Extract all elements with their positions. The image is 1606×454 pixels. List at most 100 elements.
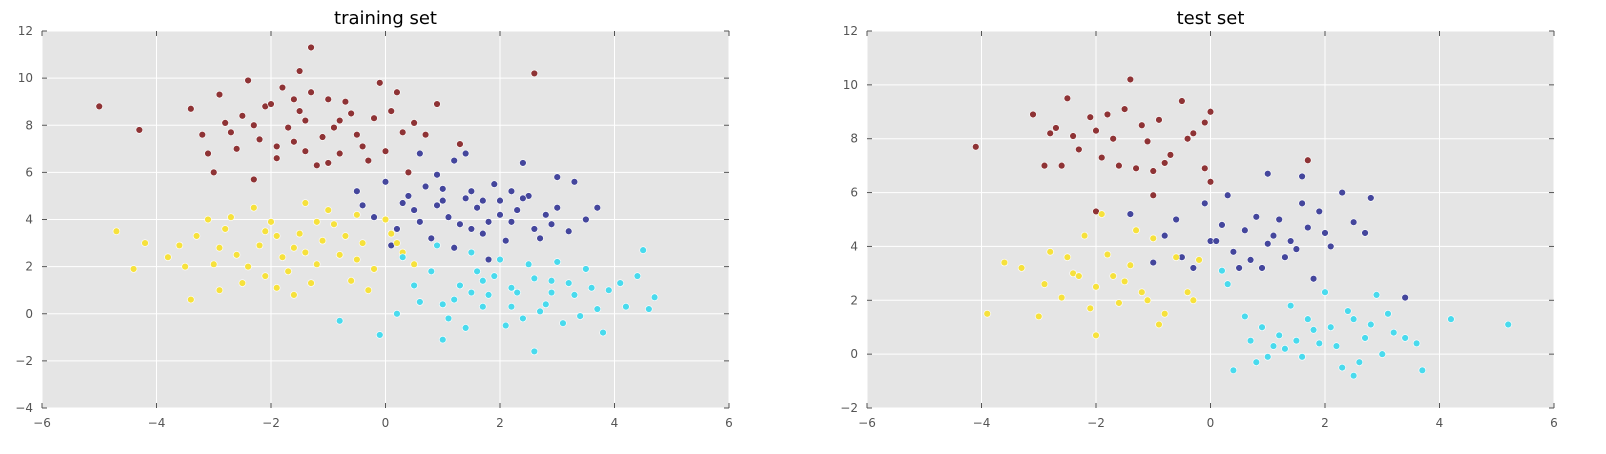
data-point <box>576 312 584 320</box>
data-point <box>1092 126 1100 135</box>
data-point <box>341 232 350 240</box>
data-point <box>324 206 332 214</box>
data-point <box>1069 132 1077 140</box>
data-point <box>95 102 103 111</box>
data-point <box>393 225 401 233</box>
data-point <box>427 267 435 276</box>
data-point <box>1080 231 1089 240</box>
data-point <box>398 199 407 207</box>
data-point <box>1378 350 1386 358</box>
data-point <box>1252 358 1261 366</box>
data-point <box>358 142 367 151</box>
data-point <box>1098 210 1106 218</box>
data-point <box>1258 264 1266 272</box>
data-point <box>364 156 373 165</box>
data-point <box>267 100 275 108</box>
data-point <box>1189 264 1198 272</box>
data-point <box>204 215 212 224</box>
data-point <box>290 95 298 104</box>
data-point <box>1017 264 1026 272</box>
data-point <box>972 143 980 151</box>
chart-title: test set <box>1177 8 1245 29</box>
data-point <box>1126 261 1135 269</box>
data-point <box>461 194 470 202</box>
data-point <box>1372 291 1381 299</box>
data-point <box>450 295 458 304</box>
x-tick-label: −6 <box>858 416 876 430</box>
data-point <box>1155 320 1163 329</box>
data-point <box>622 302 630 311</box>
data-point <box>1384 310 1392 318</box>
data-point <box>542 300 550 309</box>
data-point <box>1166 151 1175 159</box>
data-point <box>1389 328 1398 337</box>
data-point <box>181 262 189 271</box>
data-point <box>1309 275 1318 283</box>
data-point <box>295 67 304 75</box>
data-point <box>1109 272 1117 280</box>
data-point <box>250 175 258 184</box>
data-point <box>553 258 561 266</box>
data-point <box>353 130 361 139</box>
data-point <box>393 88 401 96</box>
data-point <box>433 201 441 210</box>
data-point <box>187 105 195 113</box>
data-point <box>1338 363 1346 372</box>
data-point <box>587 284 596 292</box>
data-point <box>221 119 229 127</box>
data-point <box>307 43 315 52</box>
y-tick-label: 12 <box>18 24 33 38</box>
data-point <box>313 161 321 170</box>
data-point <box>1149 167 1157 175</box>
data-point <box>1075 145 1083 154</box>
x-tick-label: 2 <box>1321 416 1329 430</box>
data-point <box>1063 94 1072 103</box>
data-point <box>290 138 298 146</box>
data-point <box>559 319 567 327</box>
data-point <box>1218 266 1226 275</box>
data-point <box>324 95 332 104</box>
data-point <box>1126 75 1135 84</box>
data-point <box>353 255 361 264</box>
data-point <box>416 298 424 306</box>
data-point <box>605 286 613 294</box>
data-point <box>358 239 367 247</box>
data-point <box>473 204 481 212</box>
data-point <box>467 187 476 195</box>
data-point <box>564 227 573 235</box>
data-point <box>210 168 218 177</box>
data-point <box>261 227 269 235</box>
data-point <box>250 204 258 212</box>
data-point <box>416 149 424 158</box>
data-point <box>1120 277 1129 286</box>
data-point <box>513 206 521 214</box>
data-point <box>1367 194 1375 202</box>
data-point <box>1401 334 1409 342</box>
data-point <box>1275 331 1283 339</box>
data-point <box>1264 170 1272 178</box>
data-point <box>450 244 458 252</box>
data-point <box>593 204 602 212</box>
data-point <box>439 185 447 193</box>
data-point <box>129 265 138 273</box>
data-point <box>1160 310 1169 318</box>
data-point <box>192 232 201 240</box>
data-point <box>582 265 590 273</box>
data-point <box>1298 353 1306 361</box>
data-point <box>273 232 281 240</box>
data-point <box>536 307 544 316</box>
data-point <box>1269 342 1278 350</box>
data-point <box>1298 172 1306 181</box>
data-point <box>553 173 561 181</box>
data-point <box>1504 320 1512 329</box>
data-point <box>1160 231 1169 240</box>
data-point <box>433 241 441 250</box>
data-point <box>1304 223 1312 232</box>
data-point <box>650 293 659 301</box>
data-point <box>1206 178 1215 186</box>
data-point <box>387 107 395 115</box>
data-point <box>1304 156 1312 164</box>
data-point <box>439 196 447 205</box>
data-point <box>1218 221 1226 229</box>
data-point <box>519 194 527 202</box>
